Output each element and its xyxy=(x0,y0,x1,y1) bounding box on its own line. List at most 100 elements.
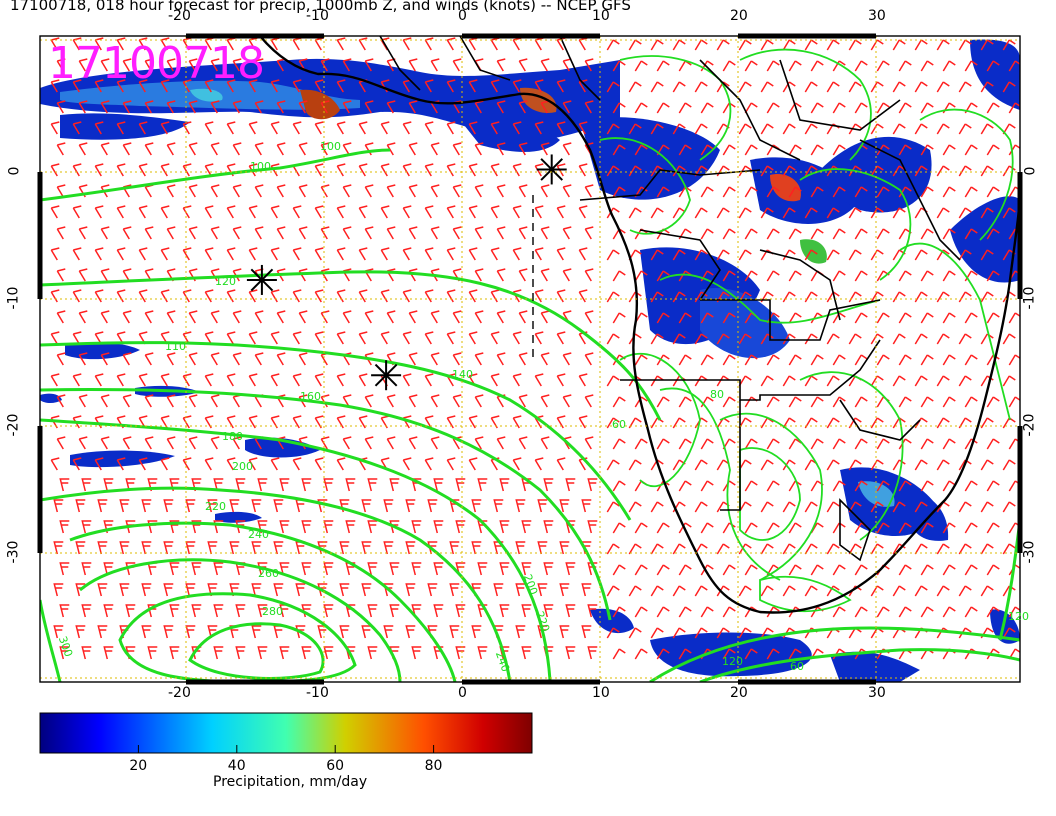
wind-barb xyxy=(914,375,928,387)
star-marker xyxy=(371,360,402,391)
wind-barb xyxy=(342,436,352,450)
wind-barb xyxy=(204,79,214,93)
wind-barb xyxy=(1008,102,1020,114)
wind-barb xyxy=(515,583,526,597)
wind-barb xyxy=(936,459,950,471)
wind-barb xyxy=(1008,312,1020,324)
wind-barb xyxy=(213,562,224,576)
wind-barb xyxy=(672,291,686,303)
wind-barb xyxy=(876,228,890,240)
wind-barb xyxy=(336,331,346,345)
wind-barb xyxy=(50,247,60,261)
wind-barb xyxy=(848,249,862,261)
wind-barb xyxy=(628,543,642,555)
wind-barb xyxy=(678,312,692,324)
wind-barb xyxy=(364,58,374,72)
wind-barb xyxy=(254,310,264,324)
wind-barb xyxy=(537,583,548,597)
wind-barb xyxy=(50,457,60,471)
wind-barb xyxy=(782,375,796,387)
wind-barb xyxy=(97,499,108,513)
wind-barb xyxy=(964,144,978,156)
wind-barb xyxy=(986,564,1000,576)
wind-barb xyxy=(788,312,802,324)
wind-barb xyxy=(471,541,482,555)
wind-barb xyxy=(474,142,484,156)
wind-barb xyxy=(474,100,484,114)
wind-barb xyxy=(141,499,152,513)
wind-barb xyxy=(78,58,88,72)
wind-barb xyxy=(160,163,170,177)
wind-barb xyxy=(160,79,170,93)
wind-barb xyxy=(188,436,198,450)
wind-barb xyxy=(656,396,670,408)
wind-barb xyxy=(78,310,88,324)
wind-barb xyxy=(628,81,642,93)
wind-barb xyxy=(986,438,1000,450)
wind-barb xyxy=(50,331,60,345)
wind-barb xyxy=(788,60,802,72)
wind-barb xyxy=(870,333,884,345)
wind-barb xyxy=(892,81,906,93)
wind-barb xyxy=(650,543,664,555)
wind-barb xyxy=(854,564,868,576)
wind-barb xyxy=(562,352,572,366)
wind-barb xyxy=(678,438,692,450)
wind-barb xyxy=(565,562,576,576)
wind-barb xyxy=(270,247,280,261)
wind-barb xyxy=(188,58,198,72)
wind-barb xyxy=(103,604,114,618)
contour-value-label: 180 xyxy=(222,430,243,443)
wind-barb xyxy=(276,184,286,198)
wind-barb xyxy=(138,457,148,471)
wind-barb xyxy=(766,228,780,240)
wind-barb xyxy=(405,625,416,639)
wind-barb xyxy=(358,121,368,135)
wind-barb xyxy=(556,163,566,177)
wind-barb xyxy=(449,625,460,639)
wind-barb xyxy=(804,207,818,219)
wind-barb xyxy=(832,606,846,618)
contour-value-label: 160 xyxy=(300,390,321,403)
wind-barb xyxy=(606,291,620,303)
wind-barb xyxy=(678,648,692,660)
wind-barb xyxy=(496,226,506,240)
wind-barb xyxy=(72,289,82,303)
wind-barb xyxy=(53,625,64,639)
wind-barb xyxy=(72,205,82,219)
wind-barb xyxy=(788,270,802,282)
wind-barb xyxy=(694,501,708,513)
wind-barb xyxy=(468,163,478,177)
wind-barb xyxy=(537,541,548,555)
wind-barb xyxy=(578,373,588,387)
wind-barb xyxy=(405,499,416,513)
wind-barb xyxy=(72,37,82,51)
wind-barb xyxy=(892,207,906,219)
wind-barb xyxy=(766,648,780,660)
wind-barb xyxy=(716,627,730,639)
wind-barb xyxy=(942,312,956,324)
wind-barb xyxy=(694,207,708,219)
wind-barb xyxy=(72,457,82,471)
wind-barb xyxy=(490,289,500,303)
wind-barb xyxy=(722,648,736,660)
wind-barb xyxy=(760,627,774,639)
wind-barb xyxy=(920,564,934,576)
wind-barb xyxy=(518,268,528,282)
wind-barb xyxy=(248,373,258,387)
wind-barb xyxy=(496,184,506,198)
wind-barb xyxy=(1002,39,1016,51)
wind-barb xyxy=(276,100,286,114)
wind-barb xyxy=(411,520,422,534)
wind-barb xyxy=(986,60,1000,72)
wind-barb xyxy=(556,79,566,93)
wind-barb xyxy=(898,438,912,450)
wind-barb xyxy=(100,436,110,450)
wind-barb xyxy=(700,438,714,450)
wind-barb xyxy=(314,205,324,219)
wind-barb xyxy=(980,249,994,261)
wind-barb xyxy=(958,165,972,177)
wind-barb xyxy=(141,625,152,639)
wind-barb xyxy=(1002,207,1016,219)
wind-barb xyxy=(232,226,242,240)
